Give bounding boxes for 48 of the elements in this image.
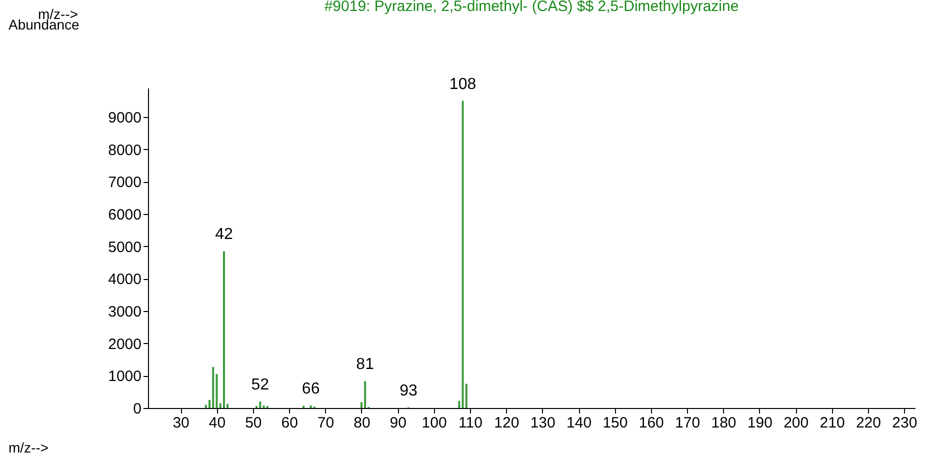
x-tick-label: 220 <box>856 414 881 432</box>
y-tick-label: 8000 <box>108 142 142 159</box>
x-tick-label: 130 <box>530 414 556 432</box>
x-tick-label: 70 <box>317 414 334 432</box>
y-tick-label: 4000 <box>108 271 142 288</box>
x-tick-label: 40 <box>208 414 226 432</box>
x-tick-label: 150 <box>602 414 628 432</box>
bar <box>259 402 262 408</box>
bar <box>212 366 214 408</box>
x-tick-label: 170 <box>675 414 700 432</box>
x-tick-label: 160 <box>638 414 664 432</box>
x-tick-label: 190 <box>747 414 772 432</box>
x-axis-title: m/z--> <box>8 440 49 456</box>
annotation: 66 <box>302 380 320 398</box>
y-tick-label: 6000 <box>108 206 142 224</box>
x-tick-label: 140 <box>566 414 592 432</box>
bar <box>310 405 312 408</box>
annotation: 42 <box>215 226 233 244</box>
chart-title: #9019: Pyrazine, 2,5-dimethyl- (CAS) $$ 2,5-Dimethylpyrazine <box>324 0 739 15</box>
annotation: 52 <box>251 376 270 394</box>
bar <box>458 400 460 408</box>
y-tick-label: 7000 <box>108 174 142 192</box>
y-tick-label: 3000 <box>108 304 142 321</box>
bar <box>462 100 464 408</box>
x-tick-label: 120 <box>494 414 520 432</box>
bar <box>262 405 265 408</box>
annotation: 93 <box>400 382 418 400</box>
x-tick-label: 50 <box>245 414 262 432</box>
x-tick-label: 60 <box>281 414 298 432</box>
x-tick-label: 90 <box>390 414 406 432</box>
bar <box>222 251 225 408</box>
x-tick-label: 100 <box>422 414 447 432</box>
x-tick-label: 80 <box>354 414 370 432</box>
x-tick-label: 210 <box>820 414 845 432</box>
x-tick-label: 230 <box>892 414 918 432</box>
x-tick-label: 30 <box>172 414 190 432</box>
y-tick-label: 0 <box>133 400 142 418</box>
x-tick-label: 110 <box>458 414 482 432</box>
text: m/z--> <box>38 6 78 22</box>
y-tick-label: 2000 <box>108 336 142 353</box>
y-tick-label: 1000 <box>108 368 142 386</box>
y-tick-label: 9000 <box>108 110 142 127</box>
x-tick-label: 200 <box>784 414 809 432</box>
annotation: 108 <box>449 76 476 93</box>
bar <box>364 381 366 408</box>
annotation: 81 <box>356 356 374 374</box>
y-tick-label: 5000 <box>108 238 142 256</box>
x-tick-label: 180 <box>711 414 736 432</box>
